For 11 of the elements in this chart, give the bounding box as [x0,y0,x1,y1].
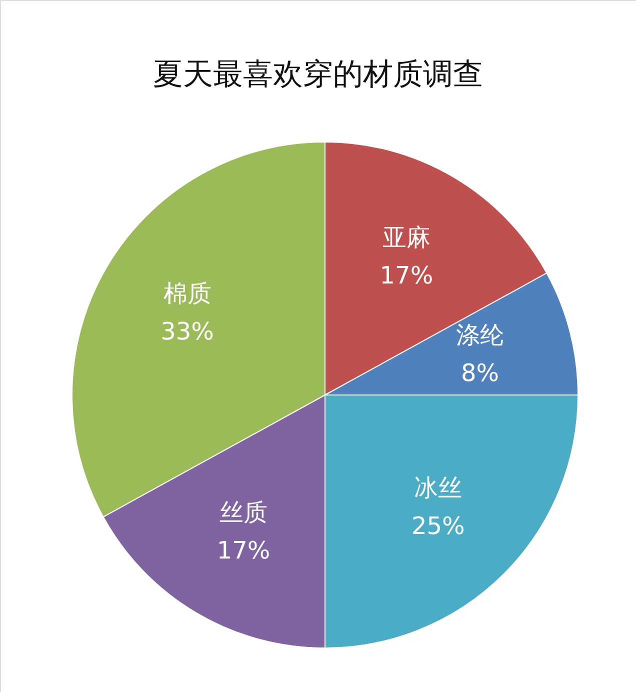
data-label: 17% [380,261,434,290]
data-label: 33% [160,318,214,346]
slice-label: 棉质 [163,280,212,308]
chart-title: 夏天最喜欢穿的材质调查 [153,57,483,92]
data-label: 17% [216,536,270,565]
slice-label: 丝质 [220,498,268,527]
slice-label: 涤纶 [456,321,504,350]
data-label: 25% [411,512,465,540]
slice-label: 冰丝 [414,474,462,502]
slice-label: 亚麻 [382,223,430,252]
data-label: 8% [460,359,500,388]
